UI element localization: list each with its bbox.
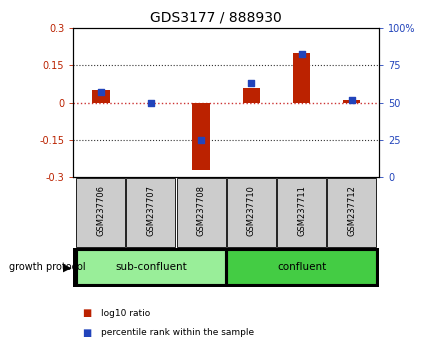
FancyBboxPatch shape [176, 178, 225, 247]
Text: GSM237708: GSM237708 [196, 185, 205, 236]
FancyBboxPatch shape [126, 178, 175, 247]
Bar [292, 53, 310, 103]
Text: sub-confluent: sub-confluent [115, 262, 187, 272]
Text: GSM237710: GSM237710 [246, 185, 255, 236]
Text: log10 ratio: log10 ratio [101, 309, 150, 318]
Point [298, 51, 304, 56]
Bar [342, 100, 359, 103]
Text: percentile rank within the sample: percentile rank within the sample [101, 328, 254, 337]
Bar [192, 103, 209, 170]
Text: confluent: confluent [276, 262, 326, 272]
Text: ■: ■ [82, 328, 91, 338]
Point [347, 97, 354, 103]
FancyBboxPatch shape [76, 178, 125, 247]
FancyBboxPatch shape [226, 178, 275, 247]
Point [97, 90, 104, 95]
Text: GSM237711: GSM237711 [296, 185, 305, 236]
Text: GSM237712: GSM237712 [347, 185, 355, 236]
Text: GSM237707: GSM237707 [146, 185, 155, 236]
Point [147, 100, 154, 105]
Point [247, 80, 254, 86]
Text: ■: ■ [82, 308, 91, 318]
FancyBboxPatch shape [73, 248, 378, 287]
FancyBboxPatch shape [276, 178, 325, 247]
Text: growth protocol: growth protocol [9, 262, 85, 272]
FancyBboxPatch shape [326, 178, 375, 247]
FancyBboxPatch shape [77, 250, 225, 284]
Text: GDS3177 / 888930: GDS3177 / 888930 [149, 11, 281, 25]
Text: GSM237706: GSM237706 [96, 185, 105, 236]
FancyBboxPatch shape [227, 250, 375, 284]
Bar [92, 90, 109, 103]
Point [197, 137, 204, 143]
Text: ▶: ▶ [62, 262, 71, 272]
Bar [242, 88, 260, 103]
